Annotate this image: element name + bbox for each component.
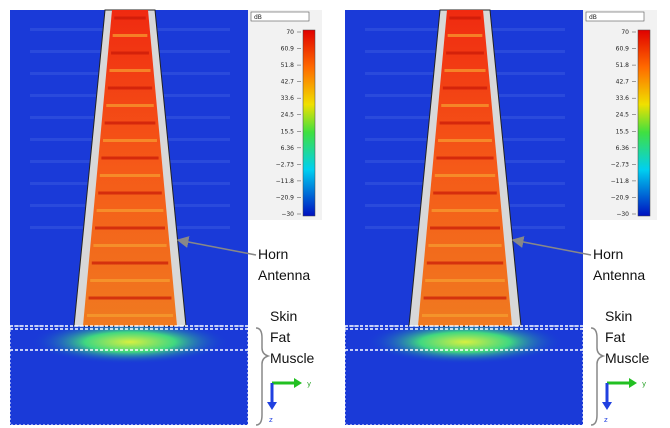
colorbar-label: 42.7 [281,79,295,86]
annotation: Horn [258,246,288,262]
axis-label: z [269,416,273,424]
colorbar-label: −2.73 [276,161,295,168]
annotation: Antenna [258,267,310,283]
colorbar-label: 42.7 [616,79,630,86]
annotation: Fat [270,329,290,345]
colorbar-label: 15.5 [616,128,630,135]
colorbar [302,29,316,217]
colorbar-label: 6.36 [281,145,295,152]
annotation: Skin [270,308,297,324]
colorbar-label: 15.5 [281,128,295,135]
axis-y-head [294,378,302,388]
annotation: Skin [605,308,632,324]
axis-label: y [642,380,646,388]
field-glow [30,320,230,364]
colorbar-label: 60.9 [616,46,630,53]
brace [590,327,606,426]
colorbar-label: 70 [621,29,629,36]
annotation: Muscle [605,350,650,366]
brace [255,327,271,426]
field-glow [365,320,565,364]
pointer-arrow [176,236,257,256]
panel: dB 70 60.9 51.8 42.7 33.6 24.5 15.5 6.36 −2.73 −11… [344,9,657,426]
colorbar-label: 51.8 [616,62,630,69]
unit-dropdown[interactable] [250,11,310,22]
annotation: Horn [593,246,623,262]
colorbar-label: 6.36 [616,145,630,152]
axis-z-head [267,402,277,410]
colorbar-label: 51.8 [281,62,295,69]
annotation: Antenna [593,267,645,283]
unit-dropdown[interactable] [585,11,645,22]
annotation: Fat [605,329,625,345]
axis-label: z [604,416,608,424]
colorbar-label: −2.73 [611,161,630,168]
unit-label: dB [254,14,262,21]
field-border [9,325,249,426]
colorbar-label: −11.8 [611,178,630,185]
colorbar-label: 24.5 [616,112,630,119]
pointer-arrow [511,236,592,256]
axis-z-head [602,402,612,410]
panel: dB 70 60.9 51.8 42.7 33.6 24.5 15.5 6.36 −2.73 −11… [9,9,322,426]
colorbar-label: 33.6 [281,95,295,102]
colorbar-label: −30 [281,211,294,218]
colorbar [637,29,651,217]
colorbar-label: 24.5 [281,112,295,119]
colorbar-label: 60.9 [281,46,295,53]
colorbar-label: −30 [616,211,629,218]
axis-y-head [629,378,637,388]
field-border [344,325,584,426]
colorbar-label: 70 [286,29,294,36]
colorbar-label: 33.6 [616,95,630,102]
colorbar-label: −20.9 [276,194,295,201]
unit-label: dB [589,14,597,21]
axis-label: y [307,380,311,388]
colorbar-label: −20.9 [611,194,630,201]
annotation: Muscle [270,350,315,366]
colorbar-label: −11.8 [276,178,295,185]
